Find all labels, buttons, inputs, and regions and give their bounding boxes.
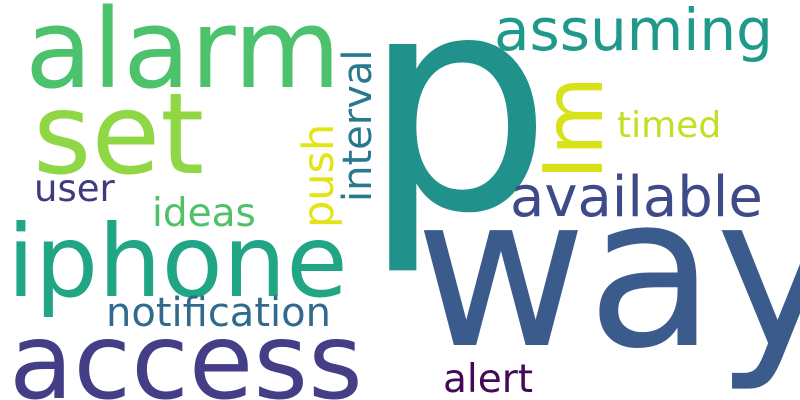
word-way: way bbox=[415, 150, 800, 395]
word-timed: timed bbox=[617, 105, 722, 146]
word-assuming: assuming bbox=[494, 0, 773, 64]
word-access: access bbox=[9, 301, 363, 400]
word-available: available bbox=[510, 165, 763, 230]
word-alert: alert bbox=[443, 357, 534, 400]
word-iphone: iphone bbox=[7, 203, 348, 320]
word-notification: notification bbox=[106, 290, 331, 336]
word-set: set bbox=[33, 70, 205, 200]
word-p: p bbox=[362, 0, 553, 279]
word-ideas: ideas bbox=[152, 191, 256, 236]
word-alarm: alarm bbox=[25, 0, 341, 113]
word-interval: interval bbox=[335, 49, 381, 203]
word-user: user bbox=[34, 167, 115, 210]
